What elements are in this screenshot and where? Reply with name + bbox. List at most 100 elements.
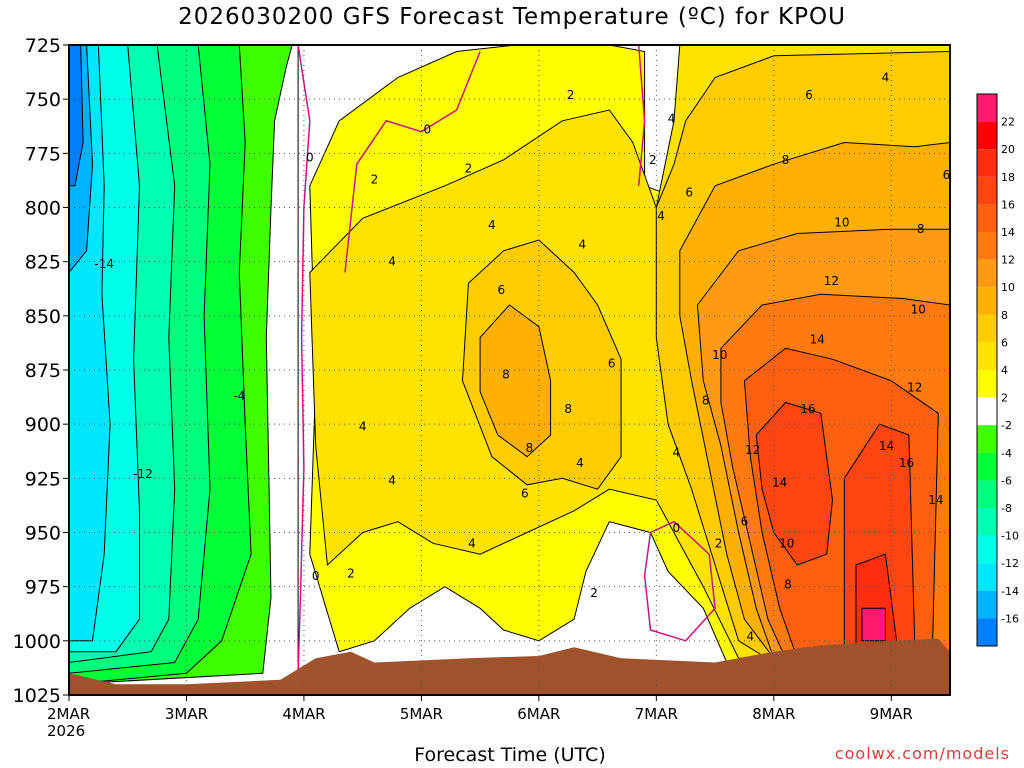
x-year-label: 2026 [47,722,85,740]
x-tick-label: 6MAR [517,705,560,723]
grid-lines [69,45,950,695]
legend-swatch-16_18 [977,176,997,205]
y-tick-label: 1025 [13,685,61,707]
color-legend: 22 20 18 16 14 12 10 8 6 4 2 -2 -4 -6 -8 -10 -12 -14 -16 [976,93,1019,647]
legend-tick-label: 8 [1001,309,1008,322]
x-axis-label: Forecast Time (UTC) [414,744,606,766]
contour-label: -12 [133,467,153,481]
temperature-fill-bands [69,45,950,695]
terrain-ground [69,638,950,695]
legend-swatch-gt22 [977,94,997,122]
contour-label: 2 [347,567,355,581]
time-axis: 2MAR 3MAR 4MAR 5MAR 6MAR 7MAR 8MAR 9MAR 2026 [47,695,913,740]
y-tick-label: 800 [25,198,61,220]
legend-tick-label: 12 [1001,254,1015,267]
legend-swatch-lt_neg16 [977,618,997,646]
legend-swatch-neg10_neg8 [977,508,997,536]
contour-label: 12 [745,443,760,457]
x-tick-label: 9MAR [870,705,913,723]
legend-tick-label: 20 [1001,143,1015,156]
ground-shape [69,638,950,695]
legend-swatch-neg8_neg6 [977,480,997,508]
legend-tick-label: 6 [1001,336,1008,349]
contour-label: 10 [712,348,727,362]
legend-swatch-neg4_neg2 [977,425,997,453]
contour-label: 8 [502,367,510,381]
legend-swatch-14_16 [977,204,997,232]
legend-swatch-10_12 [977,259,997,288]
legend-swatch-neg12_neg10 [977,535,997,564]
contour-label: 10 [911,302,926,316]
legend-tick-label: -6 [1001,474,1012,487]
legend-tick-label: 18 [1001,171,1015,184]
legend-swatch-4_6 [977,342,997,370]
contour-label: 4 [359,419,367,433]
y-tick-label: 925 [25,468,61,490]
contour-label: 0 [312,569,320,583]
legend-swatch-8_10 [977,287,997,315]
legend-swatch-6_8 [977,314,997,343]
x-tick-label: 3MAR [165,705,208,723]
contour-label: 12 [824,274,839,288]
legend-tick-label: 2 [1001,392,1008,405]
contour-label: -14 [94,257,114,271]
contour-label: 8 [702,393,710,407]
legend-swatch-neg6_neg4 [977,452,997,481]
x-tick-label: 8MAR [752,705,795,723]
legend-swatch-neg2_2 [977,397,997,426]
contour-label: 8 [526,441,534,455]
y-tick-label: 725 [25,35,61,57]
legend-tick-label: -10 [1001,530,1019,543]
contour-label: 2 [649,153,657,167]
contour-label: 4 [388,255,396,269]
legend-tick-label: 16 [1001,198,1015,211]
contour-label: 4 [576,456,584,470]
y-tick-label: 825 [25,252,61,274]
contour-label: 8 [784,578,792,592]
zero-contour-3 [643,520,716,642]
legend-tick-label: -16 [1001,612,1019,625]
band-gt22 [861,607,886,642]
contour-labels: -14 -12 -4 0 0 2 2 4 4 4 0 2 2 4 4 6 6 8 8 8 4 4 6 2 2 4 4 4 0 2 6 8 10 6… [94,71,950,644]
contour-label: 2 [567,88,575,102]
contour-label: 0 [306,151,314,165]
y-tick-label: 1000 [13,631,61,653]
credit-link[interactable]: coolwx.com/models [834,744,1010,763]
legend-swatch-18_20 [977,149,997,177]
contour-label: 4 [657,209,665,223]
pressure-axis: 725 750 775 800 825 850 875 900 925 950 975 1000 102… [13,35,69,707]
contour-label: 14 [810,333,825,347]
y-tick-label: 850 [25,306,61,328]
contour-label: -4 [233,389,245,403]
contour-label: 4 [672,445,680,459]
contour-label: 10 [779,536,794,550]
contour-label: 6 [943,168,951,182]
y-tick-label: 750 [25,89,61,111]
legend-tick-label: 14 [1001,226,1015,239]
legend-swatch-12_14 [977,232,997,260]
y-tick-label: 950 [25,523,61,545]
contour-label: 14 [879,439,894,453]
x-tick-label: 4MAR [282,705,325,723]
x-tick-label: 5MAR [400,705,443,723]
contour-label: 8 [782,153,790,167]
y-tick-label: 775 [25,143,61,165]
contour-label: 8 [917,222,925,236]
band-8_10 [479,304,552,458]
contour-label: 4 [579,237,587,251]
contour-label: 8 [564,402,572,416]
legend-swatch-20_22 [977,121,997,150]
legend-swatch-neg14_neg12 [977,563,997,591]
legend-tick-label: -14 [1001,585,1019,598]
contour-label: 6 [805,88,813,102]
legend-tick-label: -12 [1001,557,1019,570]
contour-label: 0 [423,123,431,137]
contour-label: 2 [590,586,598,600]
contour-label: 4 [468,536,476,550]
x-tick-label: 2MAR [47,705,90,723]
contour-label: 4 [746,630,754,644]
contour-label: 2 [371,172,379,186]
contour-label: 16 [800,402,815,416]
zero-contour-1 [297,45,311,674]
y-tick-label: 975 [25,577,61,599]
